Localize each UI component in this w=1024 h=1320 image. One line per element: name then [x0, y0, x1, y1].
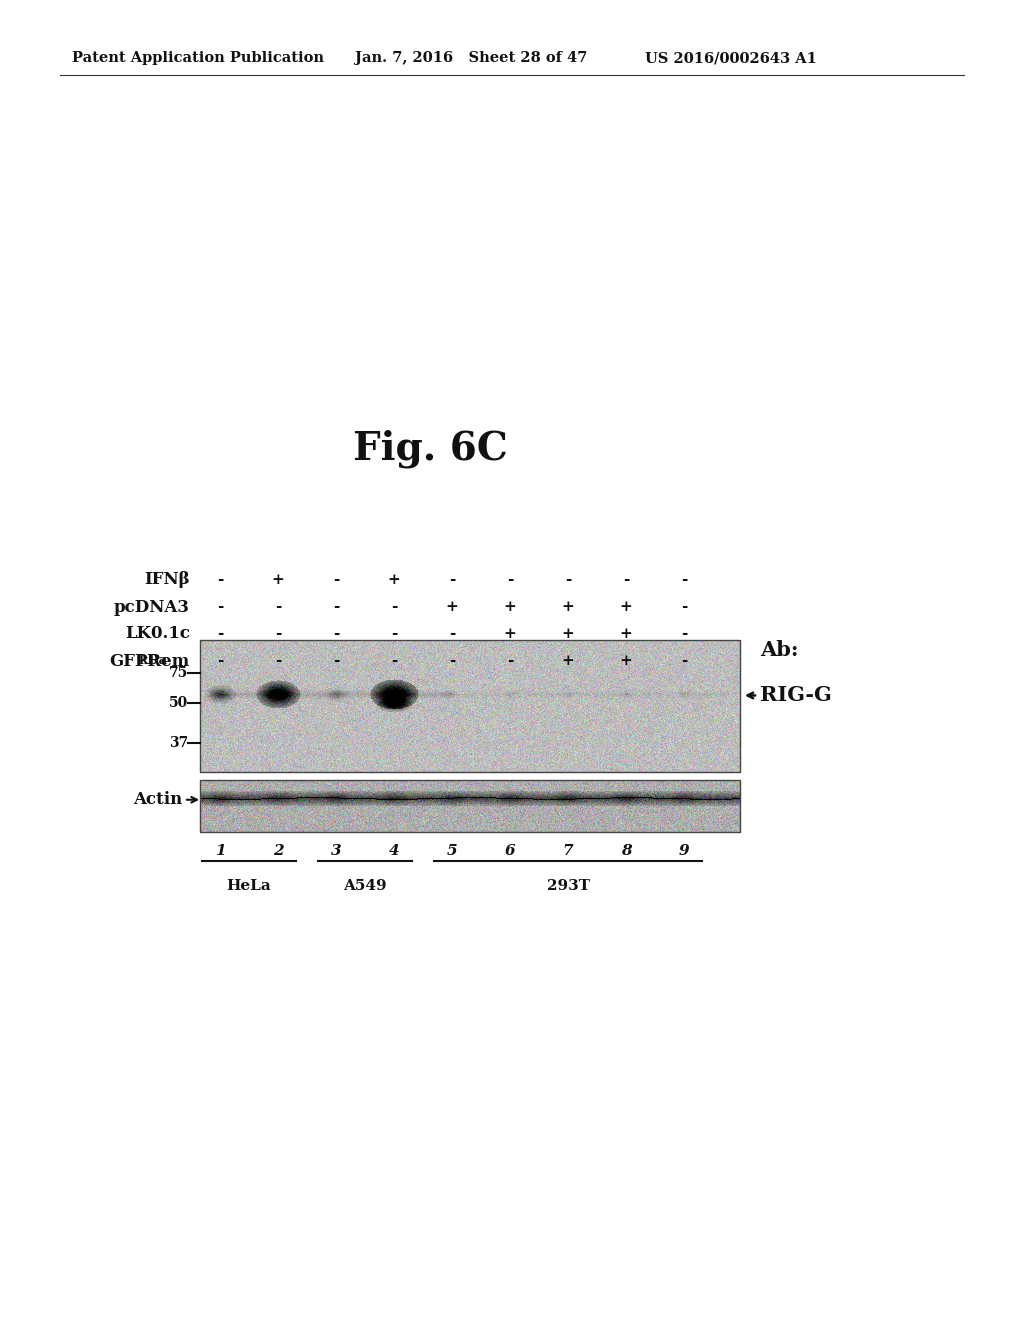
Text: 3: 3 — [331, 843, 341, 858]
Text: Patent Application Publication: Patent Application Publication — [72, 51, 324, 65]
Text: -: - — [681, 627, 687, 642]
Text: 293T: 293T — [547, 879, 590, 894]
Text: 5: 5 — [446, 843, 458, 858]
Text: IFNβ: IFNβ — [144, 572, 190, 589]
Text: -: - — [391, 627, 397, 642]
Text: -: - — [507, 573, 513, 587]
Text: +: + — [620, 601, 633, 614]
Text: -: - — [565, 573, 571, 587]
Text: 2: 2 — [272, 843, 284, 858]
Text: 37: 37 — [169, 737, 188, 750]
Text: +: + — [445, 601, 459, 614]
Text: +: + — [388, 573, 400, 587]
Text: LK0.1c: LK0.1c — [125, 626, 190, 643]
Text: Jan. 7, 2016   Sheet 28 of 47: Jan. 7, 2016 Sheet 28 of 47 — [355, 51, 588, 65]
Text: -: - — [274, 601, 282, 614]
Text: -: - — [623, 573, 629, 587]
Text: -: - — [449, 627, 456, 642]
Text: -: - — [681, 601, 687, 614]
Text: -: - — [333, 601, 339, 614]
Text: 8: 8 — [621, 843, 632, 858]
Text: HeLa: HeLa — [226, 879, 271, 894]
Text: +: + — [504, 627, 516, 642]
Text: -: - — [333, 653, 339, 668]
Text: -: - — [217, 627, 223, 642]
Text: RIG-G: RIG-G — [760, 685, 831, 705]
Text: -: - — [217, 601, 223, 614]
Bar — [200, 640, 740, 772]
Text: +: + — [620, 627, 633, 642]
Text: kDa: kDa — [139, 653, 168, 667]
Text: +: + — [561, 627, 574, 642]
Text: 1: 1 — [215, 843, 225, 858]
Text: -: - — [681, 573, 687, 587]
Text: -: - — [217, 573, 223, 587]
Text: 4: 4 — [389, 843, 399, 858]
Text: 75: 75 — [169, 667, 188, 680]
Text: +: + — [561, 601, 574, 614]
Text: +: + — [561, 653, 574, 668]
Text: -: - — [681, 653, 687, 668]
Text: -: - — [333, 573, 339, 587]
Text: 50: 50 — [169, 697, 188, 710]
Text: +: + — [620, 653, 633, 668]
Text: +: + — [504, 601, 516, 614]
Text: -: - — [274, 627, 282, 642]
Text: 9: 9 — [679, 843, 689, 858]
Text: 6: 6 — [505, 843, 515, 858]
Text: US 2016/0002643 A1: US 2016/0002643 A1 — [645, 51, 817, 65]
Text: -: - — [391, 653, 397, 668]
Bar — [200, 780, 740, 832]
Text: +: + — [271, 573, 285, 587]
Text: -: - — [333, 627, 339, 642]
Text: A549: A549 — [343, 879, 387, 894]
Text: Ab:: Ab: — [760, 640, 799, 660]
Text: 7: 7 — [562, 843, 573, 858]
Text: -: - — [449, 573, 456, 587]
Text: Actin: Actin — [133, 791, 182, 808]
Text: Fig. 6C: Fig. 6C — [352, 430, 508, 469]
Text: pcDNA3: pcDNA3 — [114, 598, 190, 615]
Text: -: - — [274, 653, 282, 668]
Text: -: - — [449, 653, 456, 668]
Text: -: - — [507, 653, 513, 668]
Text: GFPRem: GFPRem — [110, 652, 190, 669]
Text: -: - — [217, 653, 223, 668]
Text: -: - — [391, 601, 397, 614]
